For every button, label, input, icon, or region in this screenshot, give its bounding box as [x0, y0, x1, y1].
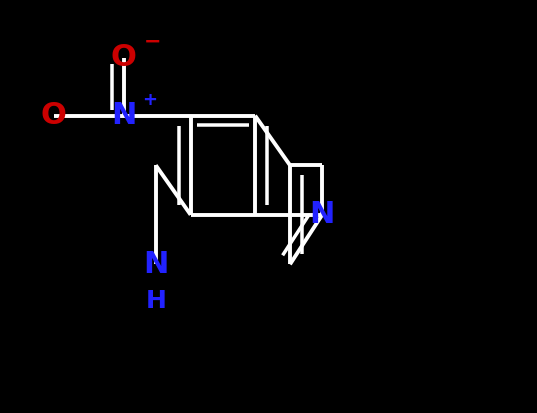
Text: N: N	[143, 250, 169, 279]
Text: O: O	[41, 101, 67, 130]
Text: O: O	[111, 43, 136, 72]
Text: −: −	[144, 31, 162, 51]
Text: N: N	[309, 200, 335, 229]
Text: N: N	[111, 101, 136, 130]
Text: H: H	[146, 290, 166, 313]
Text: +: +	[142, 91, 157, 109]
